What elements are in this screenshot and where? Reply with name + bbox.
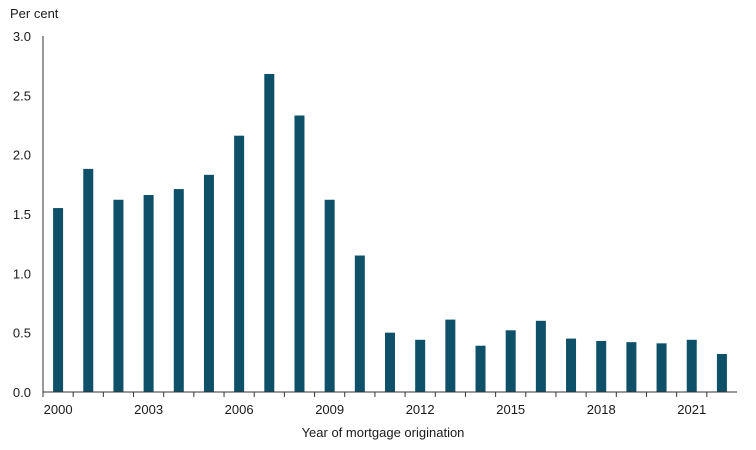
bar-2003 bbox=[143, 195, 154, 392]
bar-2004 bbox=[173, 189, 184, 392]
bar-2014 bbox=[475, 345, 486, 392]
bar-2010 bbox=[354, 255, 365, 392]
x-tick-label: 2021 bbox=[677, 402, 706, 417]
y-tick-label: 1.5 bbox=[13, 207, 31, 222]
y-axis-title: Per cent bbox=[10, 6, 59, 21]
bar-2007 bbox=[264, 73, 275, 393]
bar-2015 bbox=[505, 330, 516, 392]
x-tick-label: 2003 bbox=[134, 402, 163, 417]
y-tick-label: 2.5 bbox=[13, 88, 31, 103]
y-tick-label: 1.0 bbox=[13, 266, 31, 281]
x-tick-label: 2015 bbox=[496, 402, 525, 417]
x-tick-label: 2009 bbox=[315, 402, 344, 417]
x-axis-title: Year of mortgage origination bbox=[302, 425, 465, 440]
x-tick-label: 2006 bbox=[225, 402, 254, 417]
bar-2006 bbox=[234, 135, 245, 392]
bar-2000 bbox=[53, 208, 64, 392]
y-tick-label: 2.0 bbox=[13, 148, 31, 163]
y-tick-label: 3.0 bbox=[13, 29, 31, 44]
bar-2016 bbox=[535, 320, 546, 392]
bar-2019 bbox=[626, 342, 637, 392]
bar-2017 bbox=[566, 338, 577, 392]
bar-2005 bbox=[203, 174, 214, 392]
bar-2020 bbox=[656, 343, 667, 392]
bar-2012 bbox=[415, 339, 426, 392]
bar-2008 bbox=[294, 115, 305, 393]
bar-2018 bbox=[596, 340, 607, 392]
x-tick-label: 2012 bbox=[406, 402, 435, 417]
x-tick-label: 2018 bbox=[587, 402, 616, 417]
y-tick-label: 0.5 bbox=[13, 326, 31, 341]
bar-2021 bbox=[686, 339, 697, 392]
bar-2002 bbox=[113, 199, 124, 392]
bar-2011 bbox=[385, 332, 395, 392]
bar-2022 bbox=[716, 354, 727, 392]
bars-group bbox=[53, 73, 727, 393]
y-tick-label: 0.0 bbox=[13, 385, 31, 400]
x-tick-label: 2000 bbox=[44, 402, 73, 417]
x-axis-ticks: 2000 2003 2006 2009 2012 2015 2018 2021 bbox=[42, 392, 708, 417]
y-axis-ticks: 0.0 0.5 1.0 1.5 2.0 2.5 3.0 bbox=[13, 29, 31, 400]
bar-2013 bbox=[445, 319, 456, 392]
bar-2009 bbox=[324, 199, 335, 392]
bar-2001 bbox=[83, 168, 94, 392]
